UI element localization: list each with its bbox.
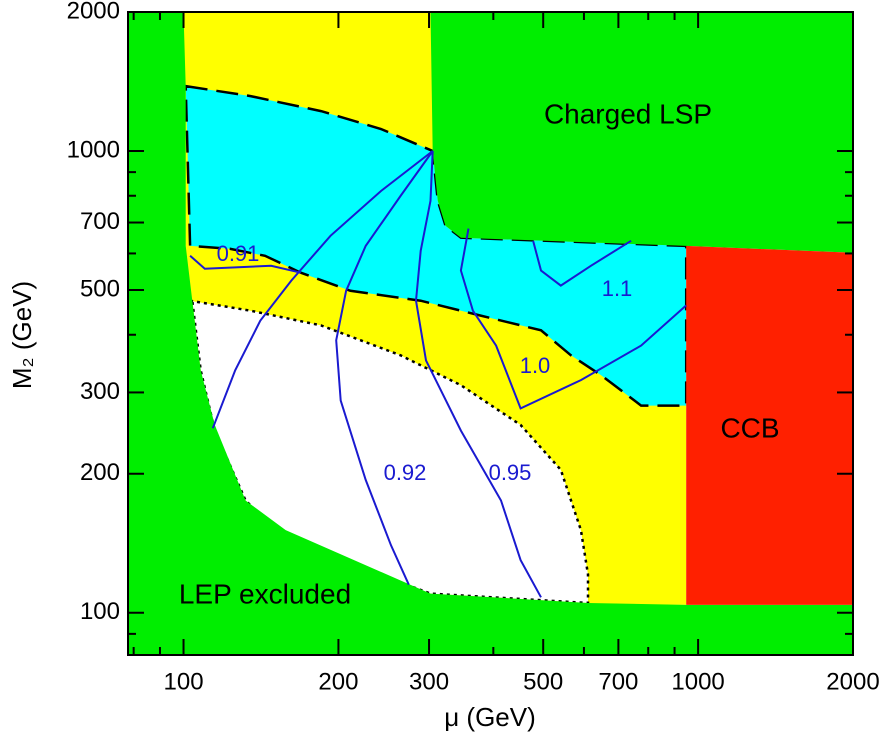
x-tick-label: 500	[523, 668, 563, 695]
contour-label: 1.1	[602, 276, 633, 301]
y-tick-label: 300	[80, 378, 120, 405]
x-tick-label: 200	[318, 668, 358, 695]
region-label: CCB	[720, 412, 779, 443]
y-tick-label: 100	[80, 598, 120, 625]
contour-line	[335, 150, 434, 586]
y-tick-label: 2000	[67, 0, 120, 24]
x-tick-label: 700	[598, 668, 638, 695]
y-tick-label: 1000	[67, 136, 120, 163]
contour-line	[414, 150, 542, 598]
x-tick-label: 2000	[826, 668, 879, 695]
contour-label: 0.95	[489, 460, 532, 485]
x-axis-title: μ (GeV)	[444, 702, 536, 732]
region	[184, 84, 688, 407]
region-label: LEP excluded	[179, 578, 351, 609]
y-tick-label: 500	[80, 275, 120, 302]
x-tick-label: 1000	[671, 668, 724, 695]
regions	[128, 12, 853, 655]
contour-label: 0.92	[384, 460, 427, 485]
axes: 100 200 300 500 700 1000 2000 100 200 300 500 700 10…	[67, 0, 880, 695]
y-tick-label: 200	[80, 459, 120, 486]
contour-label: 0.91	[217, 241, 260, 266]
region-label: Charged LSP	[544, 98, 712, 129]
region	[430, 12, 853, 253]
plot-frame	[127, 11, 854, 656]
contour-line	[459, 228, 687, 410]
contour-line	[189, 150, 434, 429]
contours	[189, 150, 687, 598]
y-tick-label: 700	[80, 208, 120, 235]
y-axis-title: M₂ (GeV)	[7, 281, 37, 389]
contour-line	[532, 239, 632, 287]
region	[189, 299, 590, 605]
x-tick-label: 100	[164, 668, 204, 695]
region	[686, 245, 853, 605]
region	[128, 12, 853, 655]
x-tick-label: 300	[409, 668, 449, 695]
contour-label: 1.0	[520, 353, 551, 378]
